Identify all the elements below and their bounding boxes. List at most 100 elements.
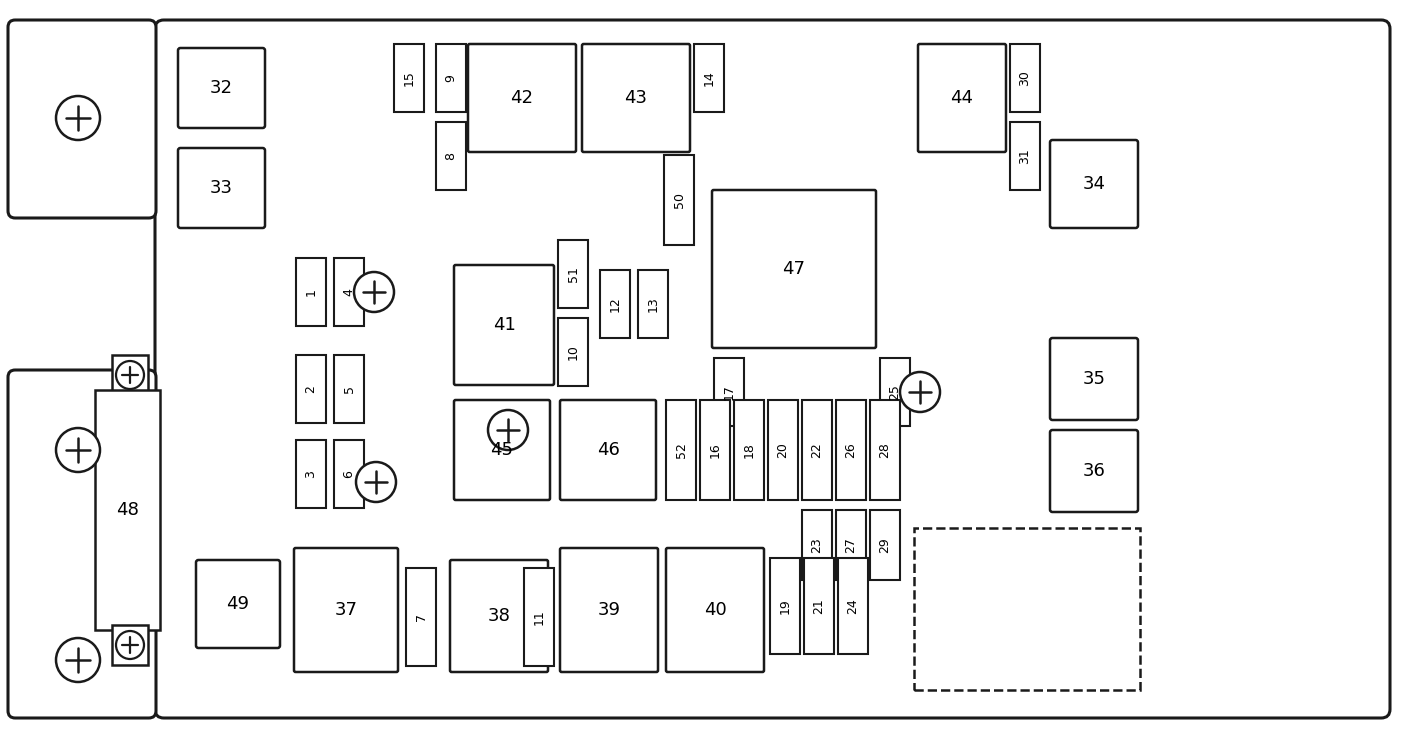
FancyBboxPatch shape bbox=[9, 370, 156, 718]
Text: 2: 2 bbox=[305, 385, 318, 393]
Circle shape bbox=[55, 96, 99, 140]
Text: 34: 34 bbox=[1083, 175, 1105, 193]
FancyBboxPatch shape bbox=[1050, 338, 1138, 420]
Text: 39: 39 bbox=[597, 601, 620, 619]
Text: 30: 30 bbox=[1019, 70, 1032, 86]
Text: 7: 7 bbox=[414, 613, 427, 621]
Bar bbox=[639, 270, 668, 338]
Text: 20: 20 bbox=[776, 442, 789, 458]
FancyBboxPatch shape bbox=[196, 560, 280, 648]
FancyBboxPatch shape bbox=[561, 400, 656, 500]
Bar bbox=[333, 440, 365, 508]
Text: 40: 40 bbox=[704, 601, 727, 619]
Bar bbox=[297, 258, 326, 326]
Text: 13: 13 bbox=[647, 296, 660, 312]
Circle shape bbox=[116, 361, 143, 389]
Bar bbox=[406, 568, 436, 666]
Bar bbox=[524, 568, 553, 666]
Text: 26: 26 bbox=[844, 442, 857, 458]
Text: 49: 49 bbox=[227, 595, 250, 613]
FancyBboxPatch shape bbox=[1050, 140, 1138, 228]
Circle shape bbox=[55, 428, 99, 472]
Text: 5: 5 bbox=[342, 385, 356, 393]
Circle shape bbox=[55, 638, 99, 682]
Text: 44: 44 bbox=[951, 89, 973, 107]
Bar bbox=[734, 400, 763, 500]
Bar bbox=[394, 44, 424, 112]
Text: 36: 36 bbox=[1083, 462, 1105, 480]
Text: 45: 45 bbox=[491, 441, 514, 459]
Bar bbox=[714, 358, 744, 426]
FancyBboxPatch shape bbox=[177, 48, 265, 128]
Text: 42: 42 bbox=[511, 89, 534, 107]
FancyBboxPatch shape bbox=[582, 44, 690, 152]
Bar bbox=[802, 510, 832, 580]
FancyBboxPatch shape bbox=[712, 190, 876, 348]
Bar bbox=[600, 270, 630, 338]
Text: 28: 28 bbox=[878, 442, 891, 458]
Circle shape bbox=[116, 631, 143, 659]
Text: 47: 47 bbox=[782, 260, 806, 278]
Text: 25: 25 bbox=[888, 384, 901, 400]
Bar bbox=[436, 44, 465, 112]
Bar bbox=[694, 44, 724, 112]
FancyBboxPatch shape bbox=[9, 20, 156, 218]
Text: 14: 14 bbox=[702, 70, 715, 86]
Text: 12: 12 bbox=[609, 296, 622, 312]
Bar bbox=[802, 400, 832, 500]
Bar bbox=[870, 400, 900, 500]
Text: 9: 9 bbox=[444, 74, 457, 82]
Text: 27: 27 bbox=[844, 537, 857, 553]
Text: 48: 48 bbox=[116, 501, 139, 519]
Text: 19: 19 bbox=[779, 598, 792, 614]
Bar bbox=[666, 400, 695, 500]
Text: 10: 10 bbox=[566, 344, 579, 360]
Bar bbox=[870, 510, 900, 580]
Text: 37: 37 bbox=[335, 601, 358, 619]
Text: 50: 50 bbox=[673, 192, 685, 208]
Bar bbox=[112, 355, 148, 395]
Bar bbox=[914, 528, 1139, 690]
FancyBboxPatch shape bbox=[468, 44, 576, 152]
FancyBboxPatch shape bbox=[177, 148, 265, 228]
Bar bbox=[95, 390, 160, 630]
Text: 8: 8 bbox=[444, 152, 457, 160]
Text: 16: 16 bbox=[708, 442, 721, 458]
Text: 6: 6 bbox=[342, 470, 356, 478]
Bar bbox=[880, 358, 910, 426]
Bar bbox=[558, 318, 587, 386]
Text: 29: 29 bbox=[878, 537, 891, 553]
Bar bbox=[112, 625, 148, 665]
Bar bbox=[333, 355, 365, 423]
Text: 38: 38 bbox=[488, 607, 511, 625]
FancyBboxPatch shape bbox=[561, 548, 658, 672]
FancyBboxPatch shape bbox=[1050, 430, 1138, 512]
Bar bbox=[836, 400, 866, 500]
Bar bbox=[333, 258, 365, 326]
Text: 51: 51 bbox=[566, 266, 579, 282]
FancyBboxPatch shape bbox=[294, 548, 397, 672]
Text: 11: 11 bbox=[532, 609, 545, 625]
Bar bbox=[436, 122, 465, 190]
Bar bbox=[700, 400, 729, 500]
FancyBboxPatch shape bbox=[454, 400, 551, 500]
Bar bbox=[664, 155, 694, 245]
Bar bbox=[297, 440, 326, 508]
Text: 33: 33 bbox=[210, 179, 233, 197]
Text: 43: 43 bbox=[624, 89, 647, 107]
Text: 22: 22 bbox=[810, 442, 823, 458]
FancyBboxPatch shape bbox=[454, 265, 553, 385]
Bar bbox=[839, 558, 868, 654]
Text: 15: 15 bbox=[403, 70, 416, 86]
Text: 52: 52 bbox=[674, 442, 687, 458]
Text: 18: 18 bbox=[742, 442, 755, 458]
Circle shape bbox=[900, 372, 939, 412]
FancyBboxPatch shape bbox=[666, 548, 763, 672]
Text: 46: 46 bbox=[596, 441, 620, 459]
Text: 32: 32 bbox=[210, 79, 233, 97]
Bar bbox=[768, 400, 797, 500]
Circle shape bbox=[353, 272, 394, 312]
Text: 1: 1 bbox=[305, 288, 318, 296]
Text: 21: 21 bbox=[813, 598, 826, 614]
Bar bbox=[836, 510, 866, 580]
